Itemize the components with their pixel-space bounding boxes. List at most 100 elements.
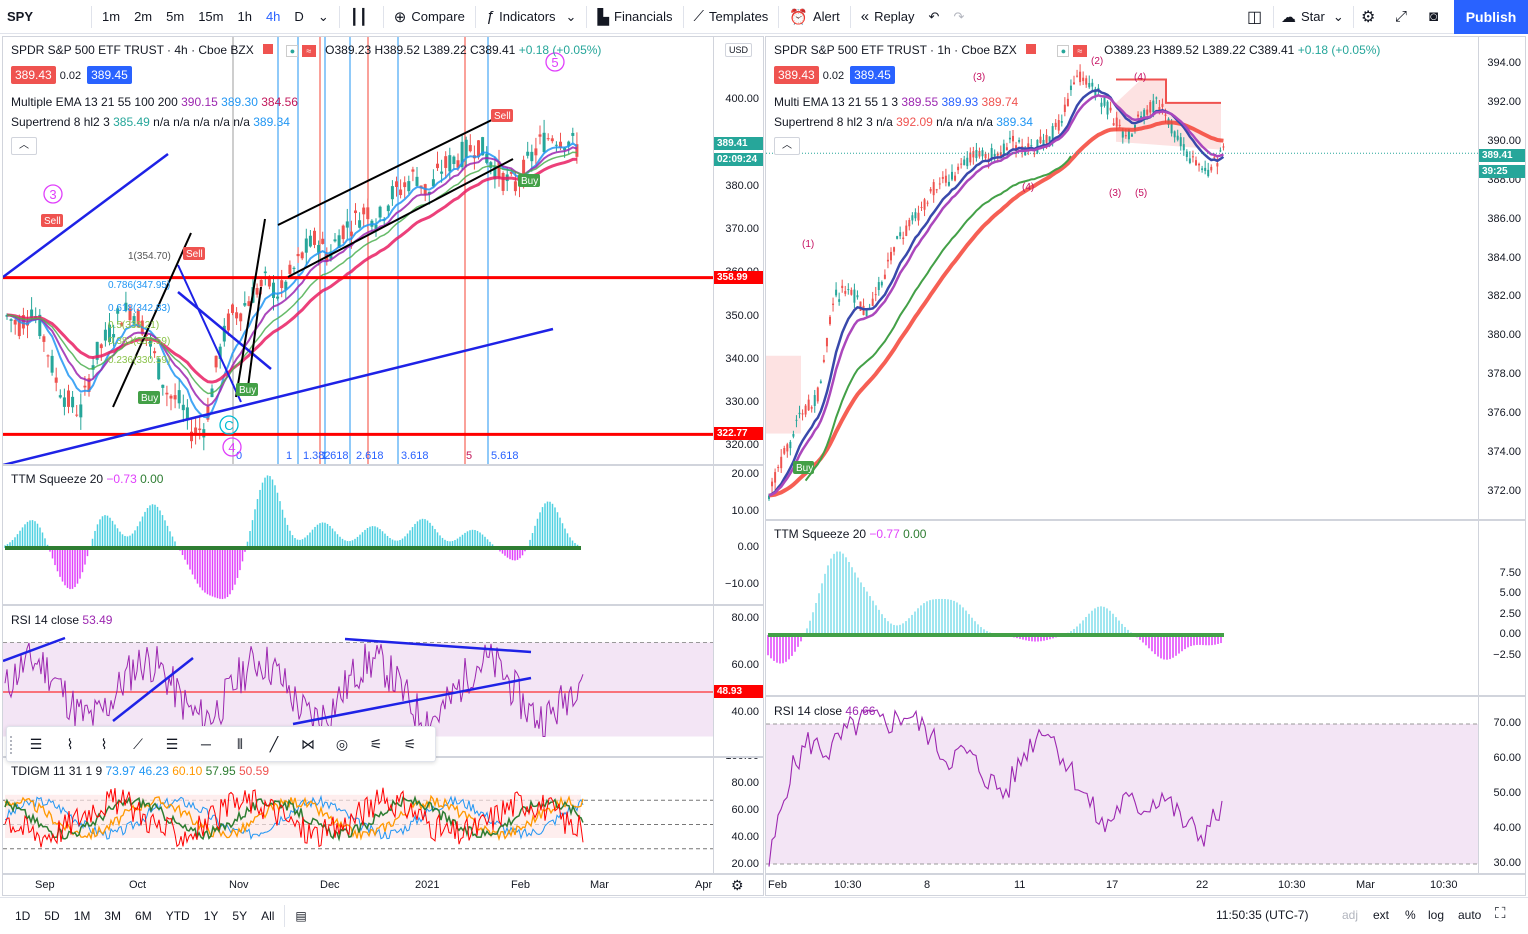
tool-spiral-icon[interactable]: ◎ (335, 735, 349, 752)
chart-type-button[interactable]: ┃┃ (343, 0, 380, 34)
date-range-button[interactable]: ▤ (288, 909, 313, 923)
left-tdi-pane[interactable]: 100.00 80.00 60.00 40.00 20.00 TDIGM 11 31 1… (2, 757, 764, 874)
right-ttm-pane[interactable]: 7.50 5.00 2.50 0.00 −2.50 TTM Squeeze 20 −0.… (765, 520, 1526, 696)
log-toggle[interactable]: log (1428, 908, 1445, 922)
tool-ray-icon[interactable]: ╱ (269, 735, 279, 752)
star-button[interactable]: ☁ Star ⌄ (1274, 0, 1351, 34)
gear-icon[interactable]: ⚙ (731, 877, 744, 893)
tool-hline-icon[interactable]: ─ (201, 736, 211, 752)
interval-5m[interactable]: 5m (166, 9, 185, 24)
right-rsi-legend[interactable]: RSI 14 close 46.66 (774, 704, 875, 718)
flag-icon[interactable] (263, 44, 274, 54)
range-5d[interactable]: 5D (44, 909, 60, 923)
left-price-axis[interactable]: 400.00390.00380.00370.00360.00350.00340.… (713, 37, 763, 464)
alert-button[interactable]: ⏰ Alert (782, 0, 846, 34)
clock-readout[interactable]: 11:50:35 (UTC-7) (1216, 908, 1309, 922)
interval-1m[interactable]: 1m (102, 9, 121, 24)
level-tag-upper[interactable]: 358.99 (714, 270, 763, 284)
interval-4h[interactable]: 4h (265, 9, 281, 24)
left-ttm-pane[interactable]: 20.00 10.00 0.00 −10.00 TTM Squeeze 20 −0.7… (2, 465, 764, 605)
flag-icon[interactable] (1026, 44, 1037, 54)
eye-icon[interactable]: ● (1057, 45, 1070, 57)
countdown-tag[interactable]: 39:25 (1479, 165, 1525, 179)
interval-15m[interactable]: 15m (198, 9, 224, 24)
range-1d[interactable]: 1D (15, 909, 31, 923)
interval-dropdown[interactable]: ⌄ (311, 0, 336, 34)
left-main-pane[interactable]: 0 1 1.382 1.618 2.618 3.618 5 5.618 1(354.70) 0.7… (2, 36, 764, 465)
left-supertrend-legend[interactable]: Supertrend 8 hl2 3 385.49 n/a n/a n/a n/… (11, 115, 290, 129)
compare-button[interactable]: ⊕ Compare (387, 0, 472, 34)
maximize-icon[interactable]: ⛶ (1495, 905, 1506, 922)
range-1m[interactable]: 1M (73, 909, 91, 923)
wave-icon[interactable]: ≈ (301, 45, 316, 57)
right-time-axis[interactable]: Feb 10:30 8 11 17 22 10:30 Mar 10:30 (765, 874, 1526, 896)
tool-trendline-icon[interactable]: ⟋ (133, 735, 143, 752)
left-ttm-axis[interactable]: 20.00 10.00 0.00 −10.00 (713, 466, 763, 604)
tool-wave-abc-icon[interactable]: ⌇ (100, 735, 108, 752)
left-tdi-legend[interactable]: TDIGM 11 31 1 9 73.97 46.23 60.10 57.95 … (11, 764, 269, 778)
drag-handle[interactable] (10, 736, 13, 754)
range-5y[interactable]: 5Y (232, 909, 248, 923)
tool-wave-15-icon[interactable]: ⌇ (66, 735, 74, 752)
tool-pattern-icon[interactable]: ⋈ (301, 735, 315, 752)
rsi-level-tag[interactable]: 48.93 (714, 685, 763, 698)
range-ytd[interactable]: YTD (165, 909, 190, 923)
eye-icon[interactable]: ● (286, 45, 299, 57)
tool-lines-icon[interactable]: ☰ (29, 735, 43, 752)
collapse-legend-button[interactable]: ︿ (774, 137, 800, 155)
undo-button[interactable]: ↶ (922, 0, 947, 34)
symbol-search[interactable]: SPY (7, 9, 34, 24)
adj-toggle[interactable]: adj (1342, 908, 1359, 922)
templates-button[interactable]: ⟋ Templates (687, 0, 776, 34)
layout-button[interactable]: ◫ (1240, 0, 1269, 34)
candle-body (929, 188, 932, 192)
right-rsi-pane[interactable]: 70.00 60.00 50.00 40.00 30.00 RSI 14 close 4… (765, 696, 1526, 874)
fullscreen-button[interactable]: ⤢ (1388, 0, 1414, 34)
right-ttm-legend[interactable]: TTM Squeeze 20 −0.77 0.00 (774, 527, 926, 541)
redo-button[interactable]: ↷ (946, 0, 971, 34)
range-all[interactable]: All (261, 909, 275, 923)
left-rsi-legend[interactable]: RSI 14 close 53.49 (11, 613, 112, 627)
right-ask-box[interactable]: 389.45 (850, 66, 895, 84)
countdown-tag[interactable]: 02:09:24 (714, 152, 763, 166)
indicators-button[interactable]: ƒ Indicators ⌄ (479, 0, 584, 34)
left-bid-box[interactable]: 389.43 (11, 66, 56, 84)
collapse-legend-button[interactable]: ︿ (11, 137, 37, 155)
financials-button[interactable]: ▙ Financials (590, 0, 679, 34)
snapshot-button[interactable]: ◙ (1422, 0, 1445, 34)
tool-more-icon[interactable]: ⚟ (403, 735, 417, 752)
settings-button[interactable]: ⚙ (1354, 0, 1382, 34)
left-ask-box[interactable]: 389.45 (87, 66, 132, 84)
ext-toggle[interactable]: ext (1373, 908, 1390, 922)
range-6m[interactable]: 6M (135, 909, 152, 923)
replay-button[interactable]: « Replay (854, 0, 922, 34)
right-rsi-axis[interactable]: 70.00 60.00 50.00 40.00 30.00 (1478, 697, 1525, 873)
right-supertrend-legend[interactable]: Supertrend 8 hl2 3 n/a 392.09 n/a n/a n/… (774, 115, 1033, 129)
right-ttm-axis[interactable]: 7.50 5.00 2.50 0.00 −2.50 (1478, 521, 1525, 695)
interval-1h[interactable]: 1h (237, 9, 252, 24)
wave-icon[interactable]: ≈ (1072, 45, 1087, 57)
last-price-tag[interactable]: 389.41 (714, 136, 763, 150)
right-main-pane[interactable]: Buy (1) (3) (4) (3) (4) (5) (2) 394.00 392.00 390… (765, 36, 1526, 520)
percent-toggle[interactable]: % (1405, 908, 1416, 922)
left-tdi-axis[interactable]: 100.00 80.00 60.00 40.00 20.00 (713, 758, 763, 873)
auto-toggle[interactable]: auto (1458, 908, 1482, 922)
left-rsi-axis[interactable]: 80.00 60.00 40.00 48.93 (713, 606, 763, 756)
interval-2m[interactable]: 2m (134, 9, 153, 24)
left-ema-legend[interactable]: Multiple EMA 13 21 55 100 200 390.15 389… (11, 95, 298, 109)
tool-settings-icon[interactable]: ⚟ (369, 735, 383, 752)
left-time-axis[interactable]: ⚙ Sep Oct Nov Dec 2021 Feb Mar Apr (2, 874, 764, 896)
tool-cycle-lines-icon[interactable]: ⦀ (236, 735, 244, 752)
range-3m[interactable]: 3M (104, 909, 122, 923)
publish-button[interactable]: Publish (1454, 0, 1528, 34)
right-ema-legend[interactable]: Multi EMA 13 21 55 1 3 389.55 389.93 389… (774, 95, 1018, 109)
currency-badge[interactable]: USD (725, 43, 753, 57)
right-price-axis[interactable]: 394.00 392.00 390.00 388.00 386.00 384.00 382.… (1478, 37, 1525, 519)
left-ttm-legend[interactable]: TTM Squeeze 20 −0.73 0.00 (11, 472, 163, 486)
range-1y[interactable]: 1Y (203, 909, 219, 923)
level-tag-lower[interactable]: 322.77 (714, 427, 763, 441)
interval-d[interactable]: D (294, 9, 304, 24)
tool-fib-icon[interactable]: ☰ (165, 735, 179, 752)
last-price-tag[interactable]: 389.41 (1479, 149, 1525, 163)
right-bid-box[interactable]: 389.43 (774, 66, 819, 84)
